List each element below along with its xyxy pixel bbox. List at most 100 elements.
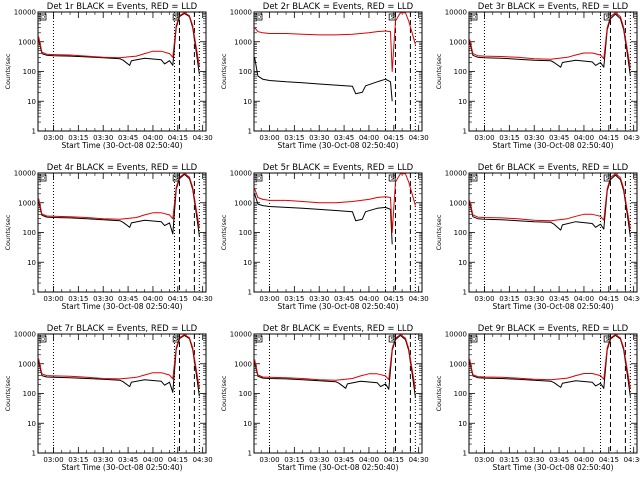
y-tick-label: 100 — [239, 68, 252, 76]
marker-box-s — [603, 174, 611, 182]
marker-label-d: D — [257, 337, 261, 343]
x-tick-label: 04:30 — [409, 134, 429, 142]
y-tick-label: 1000 — [449, 38, 467, 46]
y-axis-label: Counts/sec — [220, 214, 228, 250]
x-tick-label: 04:00 — [574, 456, 594, 464]
panel-4: Det 4r BLACK = Events, RED = LLD 1 10 100 10… — [4, 163, 213, 311]
marker-label-d: D — [41, 337, 45, 343]
marker-label-s: S — [175, 337, 178, 343]
x-axis-label: Start Time (30-Oct-08 02:50:40) — [492, 141, 613, 150]
x-tick-label: 03:00 — [259, 134, 279, 142]
x-tick-label: 04:00 — [143, 295, 163, 303]
y-axis-label: Counts/sec — [435, 214, 443, 250]
y-axis-label: Counts/sec — [4, 214, 12, 250]
marker-box-s — [172, 335, 180, 343]
x-tick-label: 03:15 — [68, 295, 88, 303]
plot-frame — [253, 333, 423, 454]
x-tick-label: 03:00 — [474, 295, 494, 303]
x-tick-label: 03:15 — [499, 295, 519, 303]
x-axis-label: Start Time (30-Oct-08 02:50:40) — [277, 141, 398, 150]
y-tick-label: 10000 — [14, 9, 36, 17]
marker-label-s: S — [391, 176, 394, 182]
y-tick-label: 1000 — [234, 360, 252, 368]
x-tick-label: 03:30 — [524, 134, 544, 142]
marker-label-d: D — [472, 337, 476, 343]
panel-2: Det 2r BLACK = Events, RED = LLD 1 10 100 10… — [220, 2, 429, 150]
panel-8: Det 8r BLACK = Events, RED = LLD 1 10 100 10… — [220, 324, 429, 472]
marker-label-d: D — [257, 15, 261, 21]
y-tick-label: 10000 — [445, 331, 467, 339]
x-tick-label: 04:00 — [574, 295, 594, 303]
series-events — [254, 334, 416, 398]
marker-box-d — [39, 13, 47, 21]
y-tick-label: 100 — [23, 68, 36, 76]
marker-label-s: S — [175, 15, 178, 21]
marker-box-s — [388, 13, 396, 21]
y-tick-label: 10000 — [230, 9, 252, 17]
marker-box-s — [172, 174, 180, 182]
panel-9: Det 9r BLACK = Events, RED = LLD 1 10 100 10… — [435, 324, 640, 472]
x-tick-label: 03:00 — [474, 134, 494, 142]
x-tick-label: 03:15 — [284, 456, 304, 464]
x-tick-label: 04:30 — [624, 295, 640, 303]
y-axis-label: Counts/sec — [220, 53, 228, 89]
y-tick-label: 1 — [463, 128, 467, 136]
x-tick-label: 04:30 — [624, 134, 640, 142]
panel-3: Det 3r BLACK = Events, RED = LLD 1 10 100 10… — [435, 2, 640, 150]
x-tick-label: 04:15 — [384, 134, 404, 142]
x-tick-label: 03:30 — [309, 295, 329, 303]
x-tick-label: 03:30 — [93, 295, 113, 303]
x-tick-label: 03:15 — [68, 134, 88, 142]
panel-title: Det 6r BLACK = Events, RED = LLD — [478, 163, 629, 173]
y-tick-label: 1000 — [234, 199, 252, 207]
panel-5: Det 5r BLACK = Events, RED = LLD 1 10 100 10… — [220, 163, 429, 311]
series-lld — [469, 334, 631, 389]
panel-6: Det 6r BLACK = Events, RED = LLD 1 10 100 10… — [435, 163, 640, 311]
series-lld — [38, 12, 200, 67]
y-tick-label: 10 — [458, 420, 467, 428]
x-tick-label: 03:45 — [118, 134, 138, 142]
x-tick-label: 03:45 — [334, 295, 354, 303]
series-lld — [469, 173, 631, 230]
panel-title: Det 5r BLACK = Events, RED = LLD — [263, 163, 414, 173]
x-tick-label: 03:45 — [549, 134, 569, 142]
y-tick-label: 10000 — [14, 170, 36, 178]
y-tick-label: 1 — [32, 128, 36, 136]
x-tick-label: 04:15 — [168, 456, 188, 464]
plot-frame — [253, 172, 423, 293]
x-tick-label: 04:00 — [143, 134, 163, 142]
x-tick-label: 03:30 — [524, 456, 544, 464]
panel-title: Det 1r BLACK = Events, RED = LLD — [47, 2, 198, 12]
panel-title: Det 2r BLACK = Events, RED = LLD — [263, 2, 414, 12]
marker-box-s — [388, 335, 396, 343]
x-tick-label: 03:00 — [259, 295, 279, 303]
plot-frame — [468, 333, 638, 454]
marker-label-s: S — [606, 337, 609, 343]
x-axis-label: Start Time (30-Oct-08 02:50:40) — [492, 463, 613, 472]
y-axis-label: Counts/sec — [4, 375, 12, 411]
x-tick-label: 03:00 — [259, 456, 279, 464]
panel-1: Det 1r BLACK = Events, RED = LLD 1 10 100 10… — [4, 2, 213, 150]
series-lld — [254, 334, 416, 390]
x-tick-label: 03:30 — [309, 456, 329, 464]
x-tick-label: 04:30 — [409, 295, 429, 303]
x-tick-label: 03:00 — [474, 456, 494, 464]
x-tick-label: 04:15 — [599, 456, 619, 464]
y-tick-label: 1000 — [449, 360, 467, 368]
y-tick-label: 10000 — [14, 331, 36, 339]
x-tick-label: 03:30 — [93, 456, 113, 464]
marker-box-d — [39, 174, 47, 182]
y-tick-label: 100 — [454, 68, 467, 76]
series-events — [254, 193, 393, 245]
x-tick-label: 04:00 — [359, 134, 379, 142]
x-tick-label: 03:30 — [309, 134, 329, 142]
y-tick-label: 10000 — [445, 170, 467, 178]
y-tick-label: 10000 — [445, 9, 467, 17]
x-tick-label: 04:15 — [384, 456, 404, 464]
x-tick-label: 03:00 — [43, 456, 63, 464]
series-lld — [254, 12, 416, 72]
marker-label-d: D — [472, 15, 476, 21]
y-tick-label: 1 — [32, 289, 36, 297]
marker-box-d — [39, 335, 47, 343]
